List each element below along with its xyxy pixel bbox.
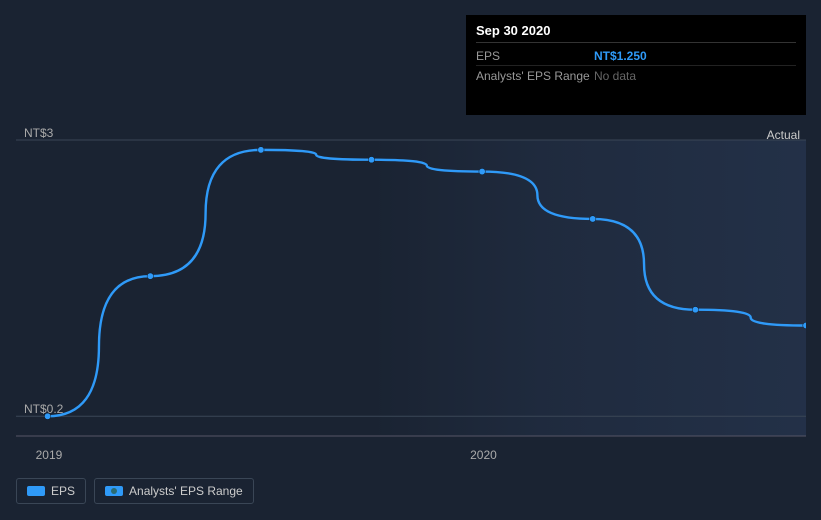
legend-swatch [27,486,45,496]
actual-label: Actual [767,128,800,142]
tooltip-label: Analysts' EPS Range [476,69,594,83]
tooltip-row: Analysts' EPS RangeNo data [476,65,796,83]
tooltip-date: Sep 30 2020 [476,23,796,38]
tooltip-divider [476,42,796,43]
tooltip: Sep 30 2020 EPSNT$1.250Analysts' EPS Ran… [466,15,806,115]
legend-label: EPS [51,484,75,498]
legend-label: Analysts' EPS Range [129,484,243,498]
tooltip-label: EPS [476,49,594,63]
chart-area: NT$3 NT$0.2 Actual 20192020 [16,120,806,440]
tooltip-value: NT$1.250 [594,49,647,63]
legend-item[interactable]: EPS [16,478,86,504]
tooltip-value: No data [594,69,636,83]
y-axis-label-top: NT$3 [24,126,53,140]
legend-swatch [105,486,123,496]
chart-container: Sep 30 2020 EPSNT$1.250Analysts' EPS Ran… [0,0,821,520]
legend-item[interactable]: Analysts' EPS Range [94,478,254,504]
y-axis-label-bottom: NT$0.2 [24,402,63,416]
x-axis-label: 2019 [36,448,63,462]
x-axis-label: 2020 [470,448,497,462]
chart-svg [16,120,806,440]
legend: EPS Analysts' EPS Range [16,478,254,504]
tooltip-row: EPSNT$1.250 [476,47,796,65]
